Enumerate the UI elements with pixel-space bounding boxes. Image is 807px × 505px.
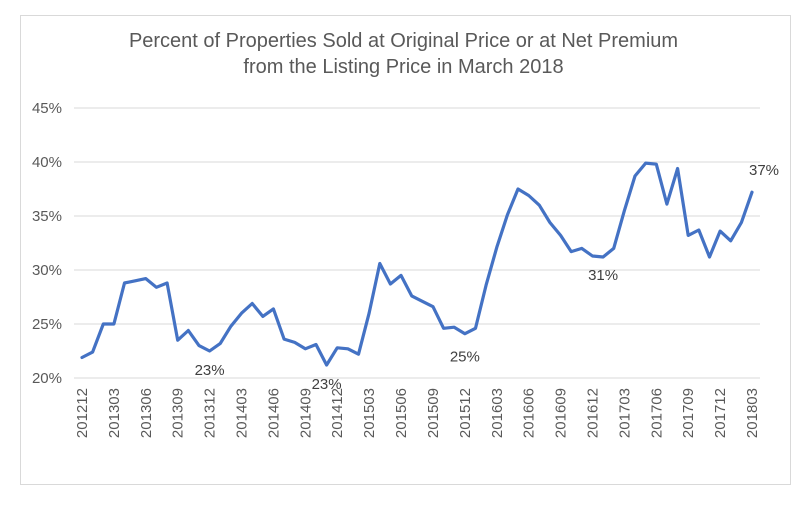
x-tick-label: 201603 — [489, 388, 506, 438]
x-tick-label: 201309 — [170, 388, 187, 438]
y-tick-label: 20% — [32, 370, 62, 387]
y-tick-label: 25% — [32, 316, 62, 333]
x-tick-label: 201803 — [744, 388, 761, 438]
data-label: 23% — [195, 362, 225, 379]
data-label: 25% — [450, 349, 480, 366]
x-tick-label: 201409 — [297, 388, 314, 438]
x-tick-label: 201703 — [616, 388, 633, 438]
x-tick-label: 201506 — [393, 388, 410, 438]
x-tick-label: 201412 — [329, 388, 346, 438]
x-tick-label: 201609 — [553, 388, 570, 438]
x-tick-label: 201712 — [712, 388, 729, 438]
y-tick-label: 45% — [32, 100, 62, 117]
x-tick-label: 201612 — [584, 388, 601, 438]
chart-frame — [20, 15, 791, 485]
data-label: 37% — [749, 162, 779, 179]
x-tick-label: 201303 — [106, 388, 123, 438]
x-tick-label: 201512 — [457, 388, 474, 438]
chart-subtitle: from the Listing Price in March 2018 — [243, 56, 564, 78]
x-tick-label: 201212 — [74, 388, 91, 438]
x-tick-label: 201709 — [680, 388, 697, 438]
x-tick-label: 201509 — [425, 388, 442, 438]
x-tick-label: 201312 — [202, 388, 219, 438]
chart-title-block: Percent of Properties Sold at Original P… — [0, 28, 807, 80]
x-tick-label: 201503 — [361, 388, 378, 438]
x-tick-label: 201606 — [521, 388, 538, 438]
x-tick-label: 201406 — [265, 388, 282, 438]
series-line — [80, 161, 754, 367]
chart-title: Percent of Properties Sold at Original P… — [128, 30, 679, 52]
x-tick-label: 201706 — [648, 388, 665, 438]
y-tick-label: 40% — [32, 154, 62, 171]
x-tick-label: 201403 — [234, 388, 251, 438]
x-tick-label: 201306 — [138, 388, 155, 438]
y-tick-label: 30% — [32, 262, 62, 279]
data-label: 31% — [588, 267, 618, 284]
data-label: 23% — [312, 376, 342, 393]
y-tick-label: 35% — [32, 208, 62, 225]
